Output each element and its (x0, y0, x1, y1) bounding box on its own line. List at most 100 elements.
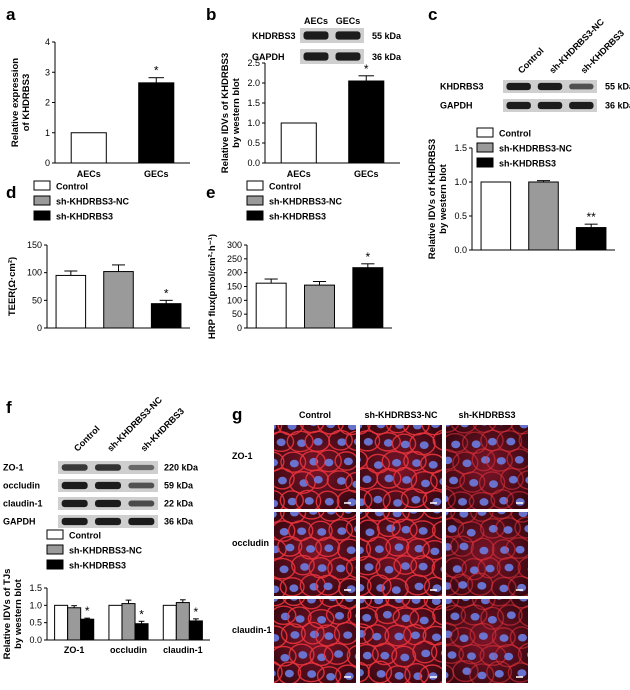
cell-membrane (401, 512, 425, 521)
bar (150, 303, 182, 329)
cell-nucleus (285, 543, 295, 552)
cell-nucleus (290, 599, 298, 601)
cell-membrane (408, 607, 436, 630)
cell-membrane (452, 660, 479, 683)
cell-membrane (431, 557, 442, 580)
if-image-tile (360, 425, 442, 509)
blot-band (506, 82, 531, 91)
cell-nucleus (440, 650, 442, 656)
cell-nucleus (324, 632, 334, 640)
significance-star: * (364, 62, 369, 76)
blot-band (537, 82, 563, 91)
cell-nucleus (289, 512, 299, 517)
cell-membrane (274, 577, 287, 596)
panel-label-e: e (206, 183, 215, 202)
cell-nucleus (400, 562, 410, 570)
cell-nucleus (297, 527, 307, 536)
cell-nucleus (383, 439, 393, 447)
cell-nucleus (421, 649, 431, 658)
blot-protein-label: KHDRBS3 (440, 81, 484, 91)
cell-nucleus (506, 611, 516, 620)
y-axis-label: Relative IDVs of KHDRBS3by western blot (220, 53, 242, 173)
y-tick-label: 0 (45, 158, 50, 168)
legend: Control sh-KHDRBS3-NC sh-KHDRBS3 (476, 127, 573, 169)
legend-swatch (476, 157, 494, 168)
cell-nucleus (515, 545, 525, 554)
cell-membrane (274, 661, 283, 683)
cell-nucleus (317, 564, 327, 572)
cell-membrane (477, 557, 501, 579)
cell-nucleus (376, 584, 386, 592)
cell-nucleus (496, 457, 506, 465)
cell-membrane (509, 626, 528, 650)
cell-nucleus (394, 632, 404, 641)
bar (108, 604, 123, 641)
cell-membrane (374, 604, 400, 625)
significance-star: * (194, 605, 199, 619)
cell-nucleus (365, 528, 375, 537)
cell-nucleus (313, 475, 323, 484)
cell-nucleus (276, 438, 286, 447)
cell-nucleus (471, 440, 481, 449)
x-tick-label: ZO-1 (64, 645, 85, 655)
cell-nucleus (446, 599, 453, 605)
cell-membrane (517, 556, 528, 579)
if-cells (360, 512, 442, 596)
cell-membrane (371, 642, 398, 666)
cell-nucleus (386, 524, 396, 533)
cell-membrane (336, 489, 356, 509)
cell-membrane (366, 574, 392, 596)
blot-band (61, 481, 88, 490)
cell-membrane (317, 512, 345, 522)
cell-membrane (360, 623, 374, 645)
cell-membrane (327, 556, 353, 581)
cell-nucleus (469, 479, 479, 487)
cell-membrane (298, 512, 325, 520)
cell-nucleus (337, 527, 347, 535)
if-background (360, 599, 442, 683)
bar (54, 604, 69, 641)
cell-membrane (491, 627, 516, 648)
cell-nucleus (373, 495, 383, 504)
cell-nucleus (360, 425, 363, 429)
cell-membrane (365, 512, 390, 522)
cell-membrane (457, 521, 485, 543)
cell-membrane (446, 487, 456, 509)
cell-membrane (507, 662, 528, 683)
cell-membrane (338, 577, 356, 596)
y-tick-label: 50 (32, 295, 42, 305)
cell-membrane (385, 665, 411, 683)
cell-nucleus (346, 585, 356, 593)
cell-membrane (446, 448, 460, 471)
cell-membrane (280, 623, 306, 645)
cell-membrane (460, 604, 488, 626)
blot-kda-label: 22 kDa (164, 498, 194, 508)
cell-nucleus (289, 459, 299, 468)
blot-protein-label: claudin-1 (3, 498, 43, 508)
cell-nucleus (334, 612, 344, 620)
cell-membrane (345, 430, 356, 452)
chart-b: 0.0 0.5 1.0 1.5 2.0 2.5 Relative IDVs of KHDRB… (220, 53, 400, 179)
panel-label-d: d (6, 183, 16, 202)
cell-nucleus (449, 476, 459, 485)
blot-band (335, 52, 361, 61)
if-image-tile (446, 512, 528, 596)
cell-nucleus (461, 599, 470, 602)
cell-membrane (333, 621, 356, 646)
cell-nucleus (347, 498, 356, 506)
cell-nucleus (394, 543, 404, 551)
blot-band (128, 482, 155, 489)
cell-nucleus (376, 425, 386, 429)
cell-membrane (274, 425, 283, 436)
cell-nucleus (418, 562, 428, 571)
cell-nucleus (284, 669, 294, 678)
if-background (446, 425, 528, 509)
cell-membrane (400, 488, 428, 509)
blot-band (128, 517, 155, 526)
cell-membrane (446, 622, 460, 646)
cell-membrane (500, 467, 524, 491)
cell-membrane (376, 517, 401, 538)
cell-membrane (315, 490, 340, 509)
cell-membrane (458, 644, 485, 665)
